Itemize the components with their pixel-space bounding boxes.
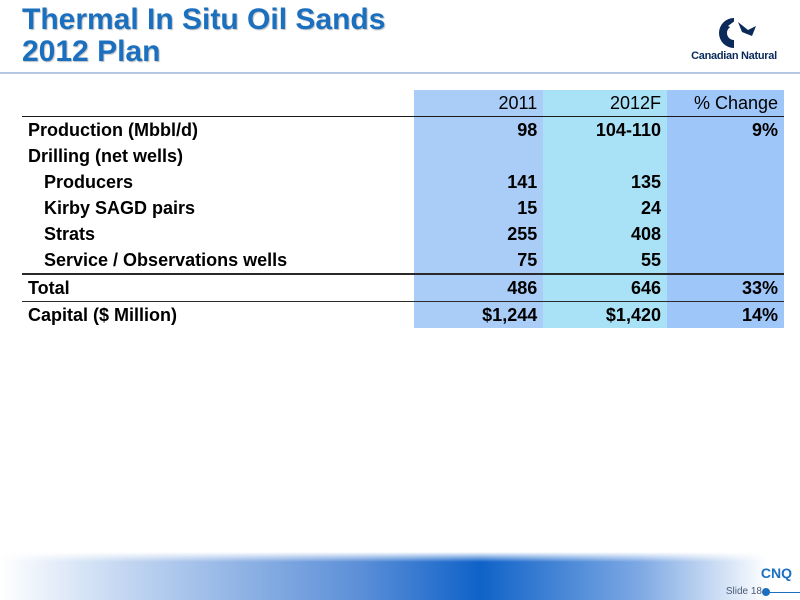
- footer-line: [768, 592, 800, 593]
- row-label: Service / Observations wells: [44, 249, 288, 270]
- row-label: Drilling (net wells): [28, 145, 184, 166]
- cell-2011: 15: [414, 195, 544, 221]
- cell-2012f: 24: [543, 195, 667, 221]
- footer-dot-line-icon: [762, 588, 800, 596]
- cell-pct-change: [666, 221, 784, 247]
- cell-pct-change: 14%: [666, 301, 784, 328]
- table-row-production: Production (Mbbl/d) 98 104-110 9%: [22, 116, 784, 143]
- slide-title-line-1: Thermal In Situ Oil Sands: [22, 3, 386, 36]
- cell-pct-change: [666, 143, 784, 169]
- row-label: Producers: [44, 171, 134, 192]
- table-row-drilling: Drilling (net wells): [22, 143, 784, 169]
- cell-2012f: 135: [543, 169, 667, 195]
- cell-2011: 141: [414, 169, 544, 195]
- cell-2012f: 646: [543, 273, 667, 302]
- footer-company-label: CNQ: [760, 565, 792, 581]
- table-row-strats: Strats 255 408: [22, 221, 784, 247]
- cell-2012f: $1,420: [543, 301, 667, 328]
- cell-2011: 98: [414, 116, 544, 143]
- footer-dot: [762, 588, 770, 596]
- footer-fade: [0, 552, 800, 562]
- header-pct-change: % Change: [666, 90, 784, 117]
- cell-pct-change: 9%: [666, 116, 784, 143]
- cell-2011: 75: [414, 247, 544, 274]
- header-blank: [22, 90, 414, 117]
- slide-title-line-2: 2012 Plan: [22, 35, 161, 68]
- table-row-kirby-sagd: Kirby SAGD pairs 15 24: [22, 195, 784, 221]
- slide-title: Thermal In Situ Oil Sands 2012 Plan: [22, 4, 385, 68]
- cell-2012f: 408: [543, 221, 667, 247]
- table-row-service-wells: Service / Observations wells 75 55: [22, 247, 784, 274]
- cell-2011: 486: [414, 273, 544, 302]
- plan-table: 2011 2012F % Change Production (Mbbl/d) …: [22, 90, 784, 328]
- table-row-producers: Producers 141 135: [22, 169, 784, 195]
- title-divider: [0, 72, 800, 74]
- logo-text: Canadian Natural: [691, 50, 777, 62]
- cell-2011: $1,244: [414, 301, 544, 328]
- cell-pct-change: [666, 247, 784, 274]
- row-label: Strats: [44, 223, 96, 244]
- cell-2012f: [543, 143, 667, 169]
- header-2012f: 2012F: [543, 90, 667, 117]
- cell-2012f: 55: [543, 247, 667, 274]
- cell-2011: 255: [414, 221, 544, 247]
- row-label: Kirby SAGD pairs: [44, 197, 196, 218]
- table-row-capital: Capital ($ Million) $1,244 $1,420 14%: [22, 301, 784, 328]
- table-row-total: Total 486 646 33%: [22, 273, 784, 302]
- company-logo: Canadian Natural: [676, 16, 792, 66]
- cell-pct-change: 33%: [666, 273, 784, 302]
- cell-pct-change: [666, 169, 784, 195]
- header-2011: 2011: [414, 90, 544, 117]
- canadian-natural-logo-icon: [719, 18, 756, 48]
- row-label: Capital ($ Million): [28, 304, 178, 325]
- cell-2011: [414, 143, 544, 169]
- plan-table-container: 2011 2012F % Change Production (Mbbl/d) …: [22, 90, 784, 328]
- cell-pct-change: [666, 195, 784, 221]
- row-label: Production (Mbbl/d): [22, 116, 415, 143]
- slide-number: Slide 18: [725, 586, 762, 597]
- table-header-row: 2011 2012F % Change: [22, 90, 784, 117]
- cell-2012f: 104-110: [543, 116, 667, 143]
- row-label: Total: [22, 273, 415, 302]
